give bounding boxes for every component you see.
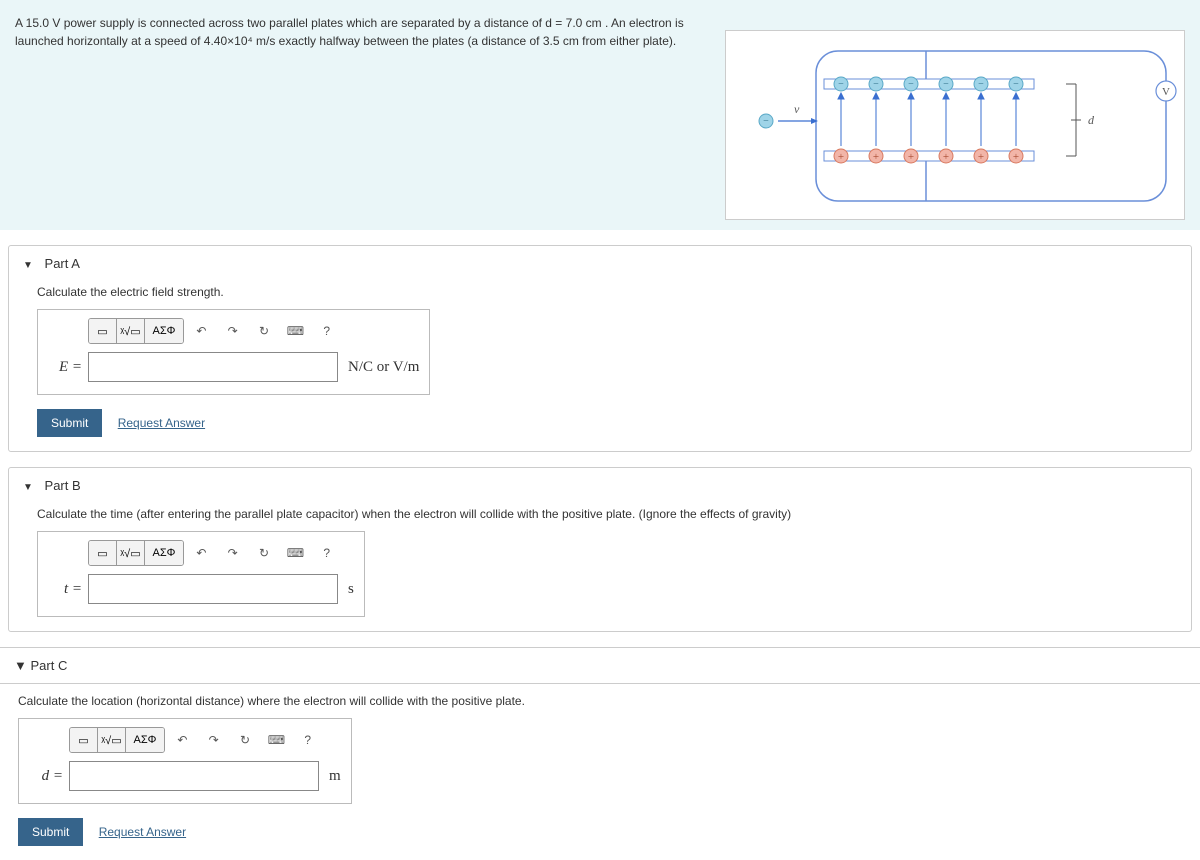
- part-c-unit: m: [329, 768, 341, 785]
- svg-text:−: −: [908, 79, 914, 90]
- root-button[interactable]: ᵡ√▭: [98, 728, 126, 752]
- part-c-answer-widget: ▭ ᵡ√▭ ΑΣΦ ↶ ↷ ↻ ⌨ ? d = m: [18, 718, 352, 804]
- part-b-instruction: Calculate the time (after entering the p…: [37, 507, 1173, 521]
- part-b-container: ▼ Part B Calculate the time (after enter…: [8, 467, 1192, 632]
- svg-text:+: +: [873, 151, 879, 163]
- part-c-header[interactable]: ▼ Part C: [0, 647, 1200, 684]
- keyboard-icon[interactable]: ⌨: [264, 728, 288, 752]
- part-a-unit: N/C or V/m: [348, 359, 419, 376]
- part-a-submit-button[interactable]: Submit: [37, 409, 102, 437]
- help-icon[interactable]: ?: [315, 319, 339, 343]
- redo-icon[interactable]: ↷: [221, 541, 245, 565]
- greek-button[interactable]: ΑΣΦ: [145, 541, 183, 565]
- part-a-header[interactable]: ▼ Part A: [9, 246, 1191, 281]
- chevron-down-icon: ▼: [23, 260, 33, 271]
- problem-header: A 15.0 V power supply is connected acros…: [0, 0, 1200, 230]
- part-b-header[interactable]: ▼ Part B: [9, 468, 1191, 503]
- undo-icon[interactable]: ↶: [189, 541, 213, 565]
- templates-button[interactable]: ▭: [89, 319, 117, 343]
- part-c-title: Part C: [31, 658, 68, 673]
- templates-button[interactable]: ▭: [89, 541, 117, 565]
- part-c-container: ▼ Part C Calculate the location (horizon…: [0, 647, 1200, 860]
- svg-text:+: +: [943, 151, 949, 163]
- svg-text:−: −: [763, 116, 769, 127]
- part-c-input[interactable]: [69, 761, 319, 791]
- label-v: v: [794, 102, 800, 116]
- reset-icon[interactable]: ↻: [252, 541, 276, 565]
- part-a-answer-widget: ▭ ᵡ√▭ ΑΣΦ ↶ ↷ ↻ ⌨ ? E = N/C or V/m: [37, 309, 430, 395]
- part-c-instruction: Calculate the location (horizontal dista…: [18, 694, 1182, 708]
- part-b-answer-widget: ▭ ᵡ√▭ ΑΣΦ ↶ ↷ ↻ ⌨ ? t = s: [37, 531, 365, 617]
- svg-text:−: −: [838, 79, 844, 90]
- svg-text:−: −: [978, 79, 984, 90]
- chevron-down-icon: ▼: [14, 658, 27, 673]
- part-a-toolbar: ▭ ᵡ√▭ ΑΣΦ ↶ ↷ ↻ ⌨ ?: [88, 318, 419, 344]
- redo-icon[interactable]: ↷: [221, 319, 245, 343]
- part-b-input[interactable]: [88, 574, 338, 604]
- part-a-instruction: Calculate the electric field strength.: [37, 285, 1173, 299]
- greek-button[interactable]: ΑΣΦ: [145, 319, 183, 343]
- redo-icon[interactable]: ↷: [202, 728, 226, 752]
- part-a-var: E =: [48, 359, 82, 376]
- greek-button[interactable]: ΑΣΦ: [126, 728, 164, 752]
- svg-text:+: +: [978, 151, 984, 163]
- svg-text:−: −: [1013, 79, 1019, 90]
- svg-text:+: +: [838, 151, 844, 163]
- keyboard-icon[interactable]: ⌨: [283, 319, 307, 343]
- help-icon[interactable]: ?: [296, 728, 320, 752]
- chevron-down-icon: ▼: [23, 482, 33, 493]
- reset-icon[interactable]: ↻: [252, 319, 276, 343]
- part-c-request-link[interactable]: Request Answer: [99, 825, 186, 839]
- help-icon[interactable]: ?: [315, 541, 339, 565]
- part-a-container: ▼ Part A Calculate the electric field st…: [8, 245, 1192, 452]
- root-button[interactable]: ᵡ√▭: [117, 319, 145, 343]
- svg-text:−: −: [873, 79, 879, 90]
- svg-text:+: +: [1013, 151, 1019, 163]
- part-a-request-link[interactable]: Request Answer: [118, 416, 205, 430]
- part-b-var: t =: [48, 581, 82, 598]
- svg-text:V: V: [1162, 86, 1170, 98]
- part-c-var: d =: [29, 768, 63, 785]
- keyboard-icon[interactable]: ⌨: [283, 541, 307, 565]
- svg-text:+: +: [908, 151, 914, 163]
- part-a-title: Part A: [45, 256, 80, 271]
- part-b-title: Part B: [45, 478, 81, 493]
- circuit-diagram: V − − − − − − + + + + +: [725, 30, 1185, 220]
- svg-text:−: −: [943, 79, 949, 90]
- part-b-unit: s: [348, 581, 354, 598]
- part-b-toolbar: ▭ ᵡ√▭ ΑΣΦ ↶ ↷ ↻ ⌨ ?: [88, 540, 354, 566]
- part-c-toolbar: ▭ ᵡ√▭ ΑΣΦ ↶ ↷ ↻ ⌨ ?: [69, 727, 341, 753]
- reset-icon[interactable]: ↻: [233, 728, 257, 752]
- label-d: d: [1088, 113, 1095, 127]
- part-c-submit-button[interactable]: Submit: [18, 818, 83, 846]
- templates-button[interactable]: ▭: [70, 728, 98, 752]
- undo-icon[interactable]: ↶: [189, 319, 213, 343]
- part-a-input[interactable]: [88, 352, 338, 382]
- root-button[interactable]: ᵡ√▭: [117, 541, 145, 565]
- undo-icon[interactable]: ↶: [170, 728, 194, 752]
